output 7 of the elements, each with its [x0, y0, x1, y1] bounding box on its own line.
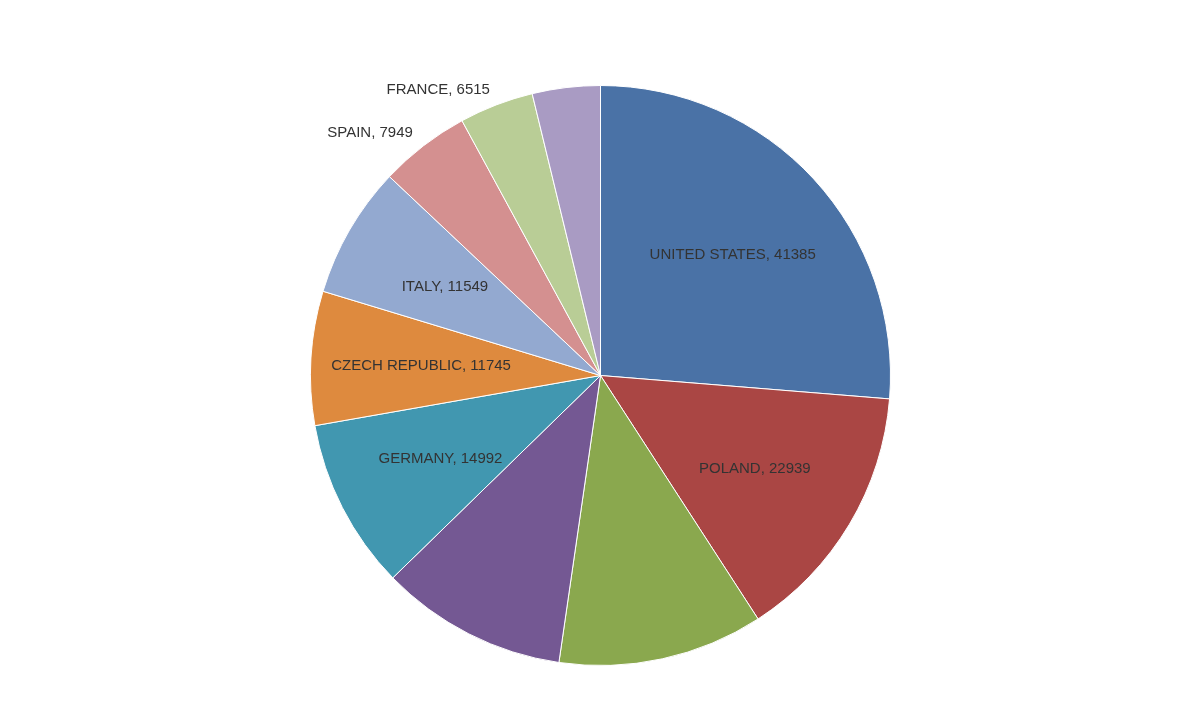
slice-label: GERMANY, 14992: [378, 448, 503, 466]
slice-label: POLAND, 22939: [698, 459, 811, 477]
slice-label: UNITED STATES, 41385: [649, 245, 816, 263]
slice-label: FRANCE, 6515: [386, 80, 490, 98]
slice-label: ITALY, 11549: [401, 276, 489, 294]
slice-label: SPAIN, 7949: [327, 123, 413, 141]
slice-label: CZECH REPUBLIC, 11745: [331, 356, 511, 374]
